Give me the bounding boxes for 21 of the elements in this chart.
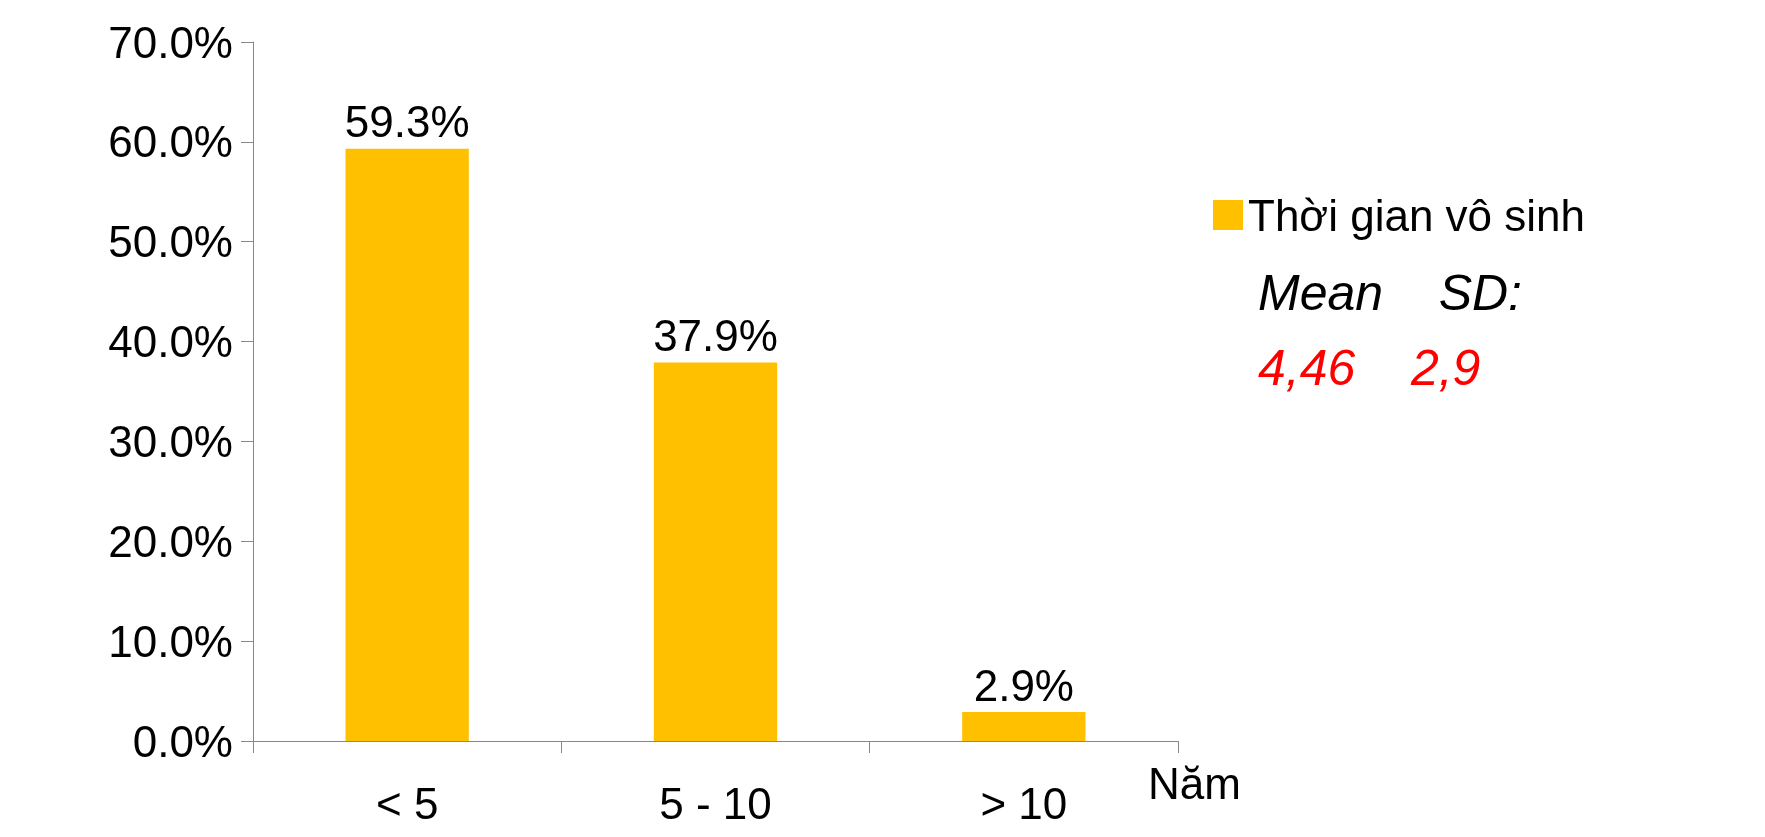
bar <box>653 362 778 741</box>
y-tick-label: 40.0% <box>108 317 233 367</box>
y-tick-label: 70.0% <box>108 17 233 67</box>
y-tick-label: 20.0% <box>108 516 233 566</box>
x-tick-label: < 5 <box>375 778 439 828</box>
data-label: 37.9% <box>653 311 778 361</box>
legend-label: Thời gian vô sinh <box>1248 190 1586 240</box>
bar <box>345 148 469 741</box>
bar <box>962 712 1086 741</box>
text: 4,46 2,9 <box>1258 340 1481 396</box>
x-tick-label: 5 - 10 <box>659 778 772 828</box>
x-axis-title: Năm <box>1148 758 1241 808</box>
y-tick-label: 60.0% <box>108 117 233 167</box>
y-tick-label: 50.0% <box>108 217 233 267</box>
y-tick-label: 10.0% <box>108 616 233 666</box>
data-label: 59.3% <box>344 97 470 147</box>
x-tick-label: > 10 <box>980 778 1068 828</box>
text: Mean SD: <box>1258 265 1522 321</box>
y-tick-label: 30.0% <box>108 416 233 466</box>
data-label: 2.9% <box>973 660 1074 710</box>
y-tick-label: 0.0% <box>132 716 233 766</box>
